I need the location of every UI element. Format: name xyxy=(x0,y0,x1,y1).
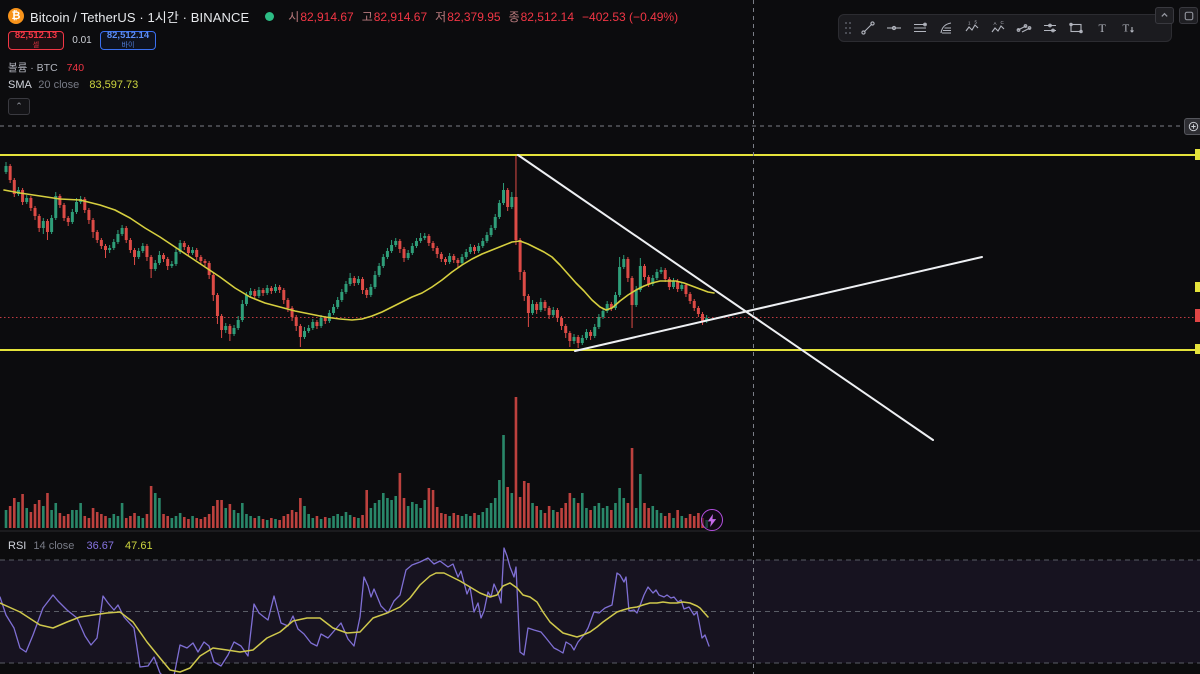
sma-indicator-row[interactable]: SMA 20 close 83,597.73 xyxy=(8,79,678,92)
sma-params: 20 close xyxy=(38,79,80,91)
tool-rectangle-icon[interactable] xyxy=(1063,16,1089,40)
tool-text-icon[interactable]: T xyxy=(1089,16,1115,40)
low-label: 저 xyxy=(435,9,447,24)
low-value: 82,379.95 xyxy=(447,9,501,24)
buy-label: 바이 xyxy=(121,41,135,49)
rsi-main-value: 36.67 xyxy=(86,540,114,552)
quantity-value[interactable]: 0.01 xyxy=(72,34,92,46)
close-label: 종 xyxy=(508,9,520,24)
tool-flat-channel-icon[interactable] xyxy=(1037,16,1063,40)
change-value: −402.53 (−0.49%) xyxy=(582,9,679,24)
trendlines-layer xyxy=(517,154,983,441)
bitcoin-logo-icon: ₿ xyxy=(8,8,24,24)
svg-text:5: 5 xyxy=(975,20,978,25)
symbol-row: ₿ Bitcoin / TetherUS · 1시간 · BINANCE 시82… xyxy=(8,6,678,26)
sell-button[interactable]: 82,512.13 셀 xyxy=(8,30,64,50)
legend-collapse-button[interactable]: ⌃ xyxy=(8,98,30,115)
open-label: 시 xyxy=(288,9,300,24)
tool-pitchfork-icon[interactable] xyxy=(933,16,959,40)
rsi-indicator-row[interactable]: RSI 14 close 36.67 47.61 xyxy=(8,540,153,552)
rsi-signal-value: 47.61 xyxy=(125,540,153,552)
high-value: 82,914.67 xyxy=(373,9,428,24)
sell-price: 82,512.13 xyxy=(14,30,58,42)
svg-text:A: A xyxy=(994,21,997,26)
svg-text:C: C xyxy=(1001,20,1005,25)
trade-buttons-row: 82,512.13 셀 0.01 82,512.14 바이 xyxy=(8,30,678,50)
lightning-quick-trade-button[interactable] xyxy=(701,509,723,531)
ohlc-values: 시82,914.67 고82,914.67 저82,379.95 종82,512.14… xyxy=(288,8,678,25)
volume-value: 740 xyxy=(66,62,85,74)
sma-line xyxy=(3,189,715,321)
sma-name: SMA xyxy=(8,79,32,91)
svg-text:T: T xyxy=(1123,23,1130,35)
svg-text:1: 1 xyxy=(968,21,971,26)
close-value: 82,512.14 xyxy=(520,9,575,24)
level-lines xyxy=(0,154,1200,351)
tool-channel-icon[interactable] xyxy=(1011,16,1037,40)
toolbar-collapse-arrow-button[interactable] xyxy=(1155,7,1174,24)
volume-indicator-row[interactable]: 볼륨 · BTC 740 xyxy=(8,60,678,74)
rsi-name: RSI xyxy=(8,540,27,552)
buy-button[interactable]: 82,512.14 바이 xyxy=(100,30,156,50)
tool-anchored-text-icon[interactable]: T xyxy=(1115,16,1141,40)
volume-label: 볼륨 · BTC xyxy=(8,62,58,74)
volume-layer xyxy=(4,397,708,528)
tool-parallel-lines-icon[interactable] xyxy=(907,16,933,40)
chart-legend: ₿ Bitcoin / TetherUS · 1시간 · BINANCE 시82… xyxy=(8,6,678,115)
tool-horizontal-line-icon[interactable] xyxy=(881,16,907,40)
rsi-params: 14 close xyxy=(33,540,75,552)
toolbar-drag-handle[interactable] xyxy=(841,19,855,37)
crosshair-add-alert-button[interactable] xyxy=(1184,118,1200,135)
fullscreen-button[interactable] xyxy=(1179,7,1198,24)
open-value: 82,914.67 xyxy=(300,9,354,24)
tool-trend-line-icon[interactable] xyxy=(855,16,881,40)
svg-text:T: T xyxy=(1099,21,1107,35)
rsi-lines-layer xyxy=(0,547,710,674)
sell-label: 셀 xyxy=(32,41,40,49)
price-scale-edge-labels xyxy=(1195,149,1200,354)
symbol-title[interactable]: Bitcoin / TetherUS · 1시간 · BINANCE xyxy=(30,9,250,25)
market-status-dot xyxy=(265,11,275,21)
buy-price: 82,512.14 xyxy=(106,30,150,42)
high-label: 고 xyxy=(361,9,373,24)
sma-value: 83,597.73 xyxy=(89,79,139,91)
